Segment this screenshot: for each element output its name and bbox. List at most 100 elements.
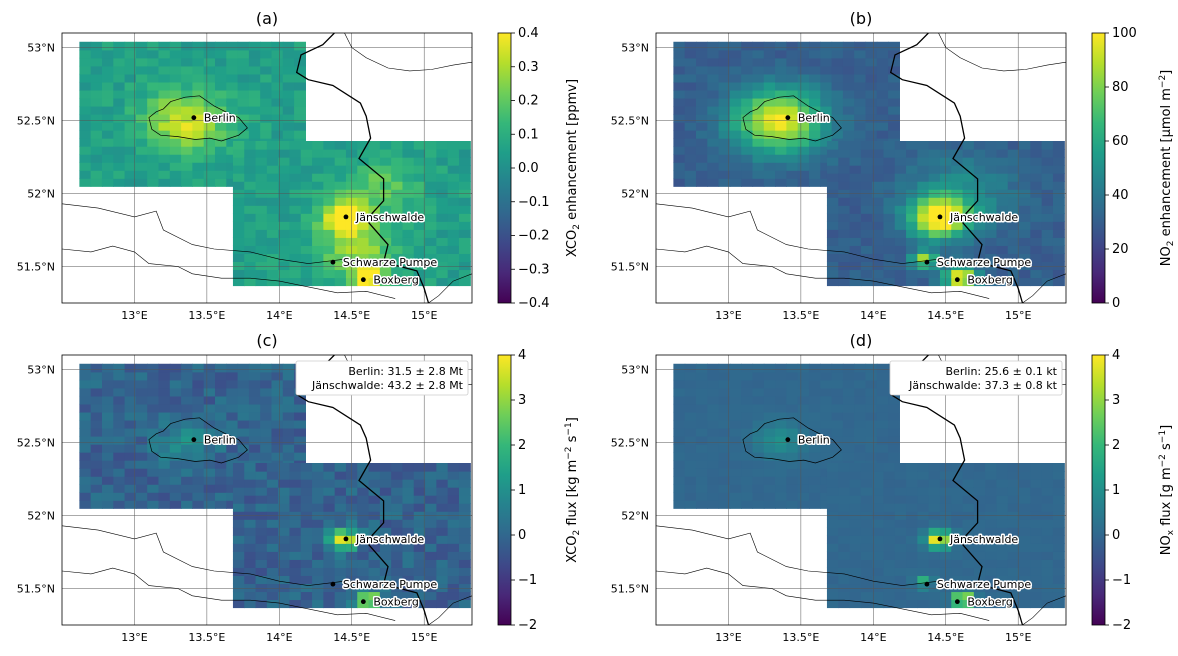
heatmap-cell bbox=[147, 492, 160, 501]
heatmap-cell bbox=[436, 479, 449, 488]
heatmap-cell bbox=[883, 277, 896, 287]
heatmap-cell bbox=[312, 503, 324, 512]
heatmap-cell bbox=[436, 149, 449, 158]
heatmap-cell bbox=[707, 178, 720, 187]
heatmap-cell bbox=[797, 444, 810, 453]
heatmap-cell bbox=[90, 138, 103, 147]
heatmap-cell bbox=[357, 535, 370, 544]
heatmap-cell bbox=[232, 213, 245, 222]
heatmap-cell bbox=[673, 57, 686, 67]
heatmap-cell bbox=[684, 73, 697, 83]
heatmap-cell bbox=[226, 468, 239, 477]
heatmap-cell bbox=[244, 149, 257, 158]
heatmap-cell bbox=[368, 575, 381, 585]
heatmap-cell bbox=[820, 57, 833, 67]
heatmap-cell bbox=[973, 165, 986, 174]
heatmap-cell bbox=[169, 371, 182, 381]
heatmap-cell bbox=[458, 479, 471, 488]
heatmap-cell bbox=[158, 65, 171, 75]
heatmap-cell bbox=[741, 444, 754, 453]
heatmap-cell bbox=[135, 395, 148, 405]
heatmap-cell bbox=[278, 559, 291, 568]
heatmap-cell bbox=[1041, 575, 1054, 585]
heatmap-cell bbox=[1007, 519, 1020, 528]
heatmap-cell bbox=[226, 460, 239, 469]
heatmap-cell bbox=[865, 379, 878, 389]
city-dot bbox=[924, 581, 930, 587]
heatmap-cell bbox=[838, 527, 851, 536]
heatmap-cell bbox=[707, 122, 720, 131]
heatmap-cell bbox=[876, 130, 889, 139]
heatmap-cell bbox=[436, 205, 449, 214]
heatmap-cell bbox=[135, 97, 148, 107]
y-tick-label: 52.5°N bbox=[611, 115, 649, 128]
heatmap-cell bbox=[951, 535, 964, 544]
heatmap-cell bbox=[707, 146, 720, 155]
heatmap-cell bbox=[101, 436, 114, 445]
heatmap-cell bbox=[883, 173, 896, 182]
heatmap-cell bbox=[962, 519, 975, 528]
heatmap-cell bbox=[368, 471, 381, 480]
heatmap-cell bbox=[1030, 519, 1043, 528]
heatmap-cell bbox=[854, 65, 867, 75]
heatmap-cell bbox=[323, 535, 336, 544]
heatmap-cell bbox=[226, 371, 239, 381]
heatmap-cell bbox=[226, 49, 239, 59]
heatmap-cell bbox=[237, 105, 250, 115]
heatmap-cell bbox=[707, 138, 720, 147]
heatmap-cell bbox=[101, 395, 114, 405]
heatmap-cell bbox=[368, 165, 381, 174]
heatmap-cell bbox=[831, 419, 844, 429]
heatmap-cell bbox=[192, 476, 205, 485]
heatmap-cell bbox=[266, 583, 279, 593]
heatmap-cell bbox=[752, 363, 765, 373]
city-marker: Schwarze Pumpe bbox=[924, 577, 1033, 593]
city-dot bbox=[330, 259, 336, 265]
heatmap-cell bbox=[673, 436, 686, 445]
heatmap-cell bbox=[90, 444, 103, 453]
heatmap-cell bbox=[447, 173, 460, 182]
heatmap-cell bbox=[323, 527, 336, 536]
heatmap-cell bbox=[147, 65, 160, 75]
heatmap-cell bbox=[883, 141, 896, 150]
x-tick-label: 14.5°E bbox=[927, 309, 964, 322]
heatmap-cell bbox=[379, 519, 392, 528]
heatmap-cell bbox=[282, 379, 295, 389]
heatmap-cell bbox=[101, 130, 114, 139]
heatmap-cell bbox=[808, 138, 821, 147]
heatmap-cell bbox=[786, 387, 799, 397]
heatmap-cell bbox=[413, 527, 426, 536]
heatmap-cell bbox=[673, 379, 686, 389]
heatmap-cell bbox=[820, 460, 833, 469]
heatmap-cell bbox=[973, 221, 986, 230]
heatmap-cell bbox=[996, 591, 1009, 601]
heatmap-cell bbox=[838, 269, 851, 279]
heatmap-cell bbox=[820, 41, 833, 51]
heatmap-cell bbox=[79, 146, 92, 155]
heatmap-cell bbox=[876, 436, 889, 445]
heatmap-cell bbox=[357, 269, 370, 279]
heatmap-cell bbox=[673, 105, 686, 115]
heatmap-cell bbox=[1007, 261, 1020, 271]
heatmap-cell bbox=[425, 165, 437, 174]
heatmap-cell bbox=[1052, 487, 1065, 496]
heatmap-cell bbox=[181, 500, 193, 509]
heatmap-cell bbox=[860, 471, 873, 480]
heatmap-cell bbox=[124, 146, 137, 155]
heatmap-cell bbox=[985, 543, 998, 552]
heatmap-cell bbox=[135, 411, 148, 421]
heatmap-cell bbox=[996, 583, 1009, 593]
heatmap-cell bbox=[1041, 551, 1054, 560]
heatmap-cell bbox=[379, 213, 392, 222]
heatmap-cell bbox=[906, 495, 918, 504]
heatmap-cell bbox=[413, 495, 426, 504]
heatmap-cell bbox=[232, 253, 245, 263]
heatmap-cell bbox=[101, 444, 114, 453]
heatmap-cell bbox=[849, 229, 862, 238]
heatmap-cell bbox=[763, 379, 776, 389]
heatmap-cell bbox=[447, 157, 460, 166]
heatmap-cell bbox=[842, 387, 855, 397]
heatmap-cell bbox=[1041, 173, 1054, 182]
heatmap-cell bbox=[237, 444, 250, 453]
heatmap-cell bbox=[266, 149, 279, 158]
